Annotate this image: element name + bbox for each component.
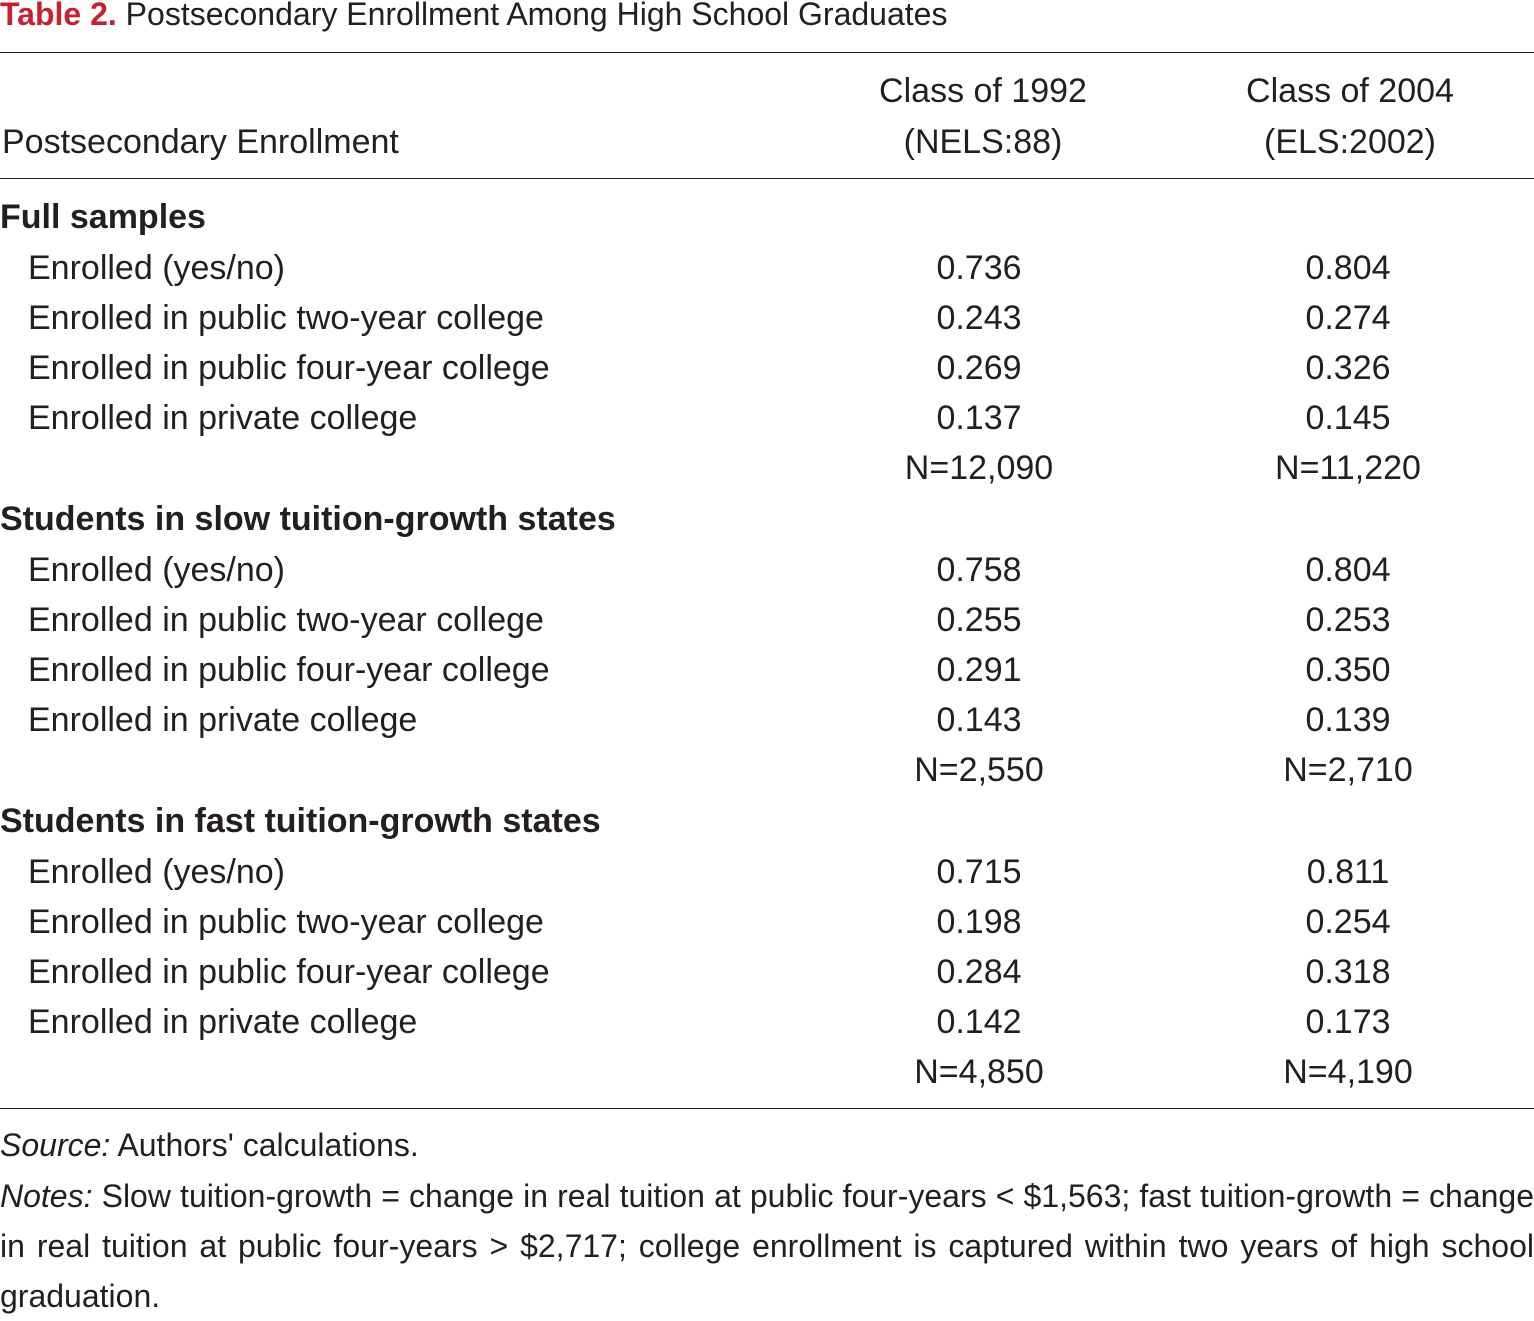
- top-rule: [0, 52, 1534, 53]
- cell-1992: 0.243: [936, 299, 1022, 337]
- sample-size-1992: N=4,850: [914, 1053, 1044, 1091]
- cell-2004: 0.804: [1305, 249, 1391, 287]
- row-label: Enrolled (yes/no): [28, 853, 286, 891]
- sample-size-2004: N=11,220: [1275, 449, 1421, 487]
- cell-2004: 0.274: [1305, 299, 1391, 337]
- cell-1992: 0.198: [936, 903, 1022, 941]
- cell-1992: 0.142: [936, 1003, 1022, 1041]
- cell-2004: 0.350: [1305, 651, 1391, 689]
- cell-1992: 0.736: [936, 249, 1022, 287]
- col1-header-line1: Class of 1992: [879, 72, 1087, 110]
- section-title: Full samples: [0, 198, 206, 236]
- sample-size-2004: N=2,710: [1283, 751, 1413, 789]
- row-label: Enrolled in private college: [28, 1003, 418, 1041]
- cell-1992: 0.715: [936, 853, 1022, 891]
- cell-2004: 0.145: [1305, 399, 1391, 437]
- row-label: Enrolled in public two-year college: [28, 601, 544, 639]
- cell-1992: 0.291: [936, 651, 1022, 689]
- source-label: Source:: [0, 1127, 111, 1163]
- col2-header-line1: Class of 2004: [1246, 72, 1454, 110]
- cell-1992: 0.255: [936, 601, 1022, 639]
- cell-1992: 0.758: [936, 551, 1022, 589]
- row-label: Enrolled in public four-year college: [28, 349, 550, 387]
- table-title: Table 2. Postsecondary Enrollment Among …: [0, 0, 947, 33]
- cell-1992: 0.137: [936, 399, 1022, 437]
- col2-header-line2: (ELS:2002): [1264, 123, 1436, 161]
- row-label: Enrolled in private college: [28, 399, 418, 437]
- bottom-rule: [0, 1108, 1534, 1109]
- cell-2004: 0.253: [1305, 601, 1391, 639]
- sample-size-1992: N=12,090: [904, 449, 1054, 487]
- cell-2004: 0.254: [1305, 903, 1391, 941]
- section-title: Students in slow tuition-growth states: [0, 500, 616, 538]
- row-label: Enrolled in public four-year college: [28, 651, 550, 689]
- notes-text: Slow tuition-growth = change in real tui…: [0, 1178, 1534, 1314]
- cell-2004: 0.173: [1305, 1003, 1391, 1041]
- row-label: Enrolled in public two-year college: [28, 299, 544, 337]
- cell-2004: 0.326: [1305, 349, 1391, 387]
- notes-label: Notes:: [0, 1178, 93, 1214]
- notes: Notes: Slow tuition-growth = change in r…: [0, 1171, 1534, 1321]
- sample-size-1992: N=2,550: [914, 751, 1044, 789]
- cell-1992: 0.269: [936, 349, 1022, 387]
- cell-2004: 0.811: [1306, 853, 1390, 891]
- table-number: Table 2.: [0, 0, 117, 32]
- row-label: Enrolled in public two-year college: [28, 903, 544, 941]
- header-rule: [0, 178, 1534, 179]
- source-text: Authors' calculations.: [117, 1127, 419, 1163]
- cell-2004: 0.318: [1305, 953, 1391, 991]
- source-note: Source: Authors' calculations.: [0, 1120, 1534, 1170]
- cell-1992: 0.143: [936, 701, 1022, 739]
- row-label: Enrolled in private college: [28, 701, 418, 739]
- table-title-text: Postsecondary Enrollment Among High Scho…: [125, 0, 948, 32]
- row-label: Enrolled in public four-year college: [28, 953, 550, 991]
- row-header-label: Postsecondary Enrollment: [2, 123, 399, 161]
- sample-size-2004: N=4,190: [1283, 1053, 1413, 1091]
- cell-2004: 0.139: [1305, 701, 1391, 739]
- section-title: Students in fast tuition-growth states: [0, 802, 601, 840]
- col1-header-line2: (NELS:88): [903, 123, 1063, 161]
- row-label: Enrolled (yes/no): [28, 249, 286, 287]
- row-label: Enrolled (yes/no): [28, 551, 286, 589]
- cell-2004: 0.804: [1305, 551, 1391, 589]
- cell-1992: 0.284: [936, 953, 1022, 991]
